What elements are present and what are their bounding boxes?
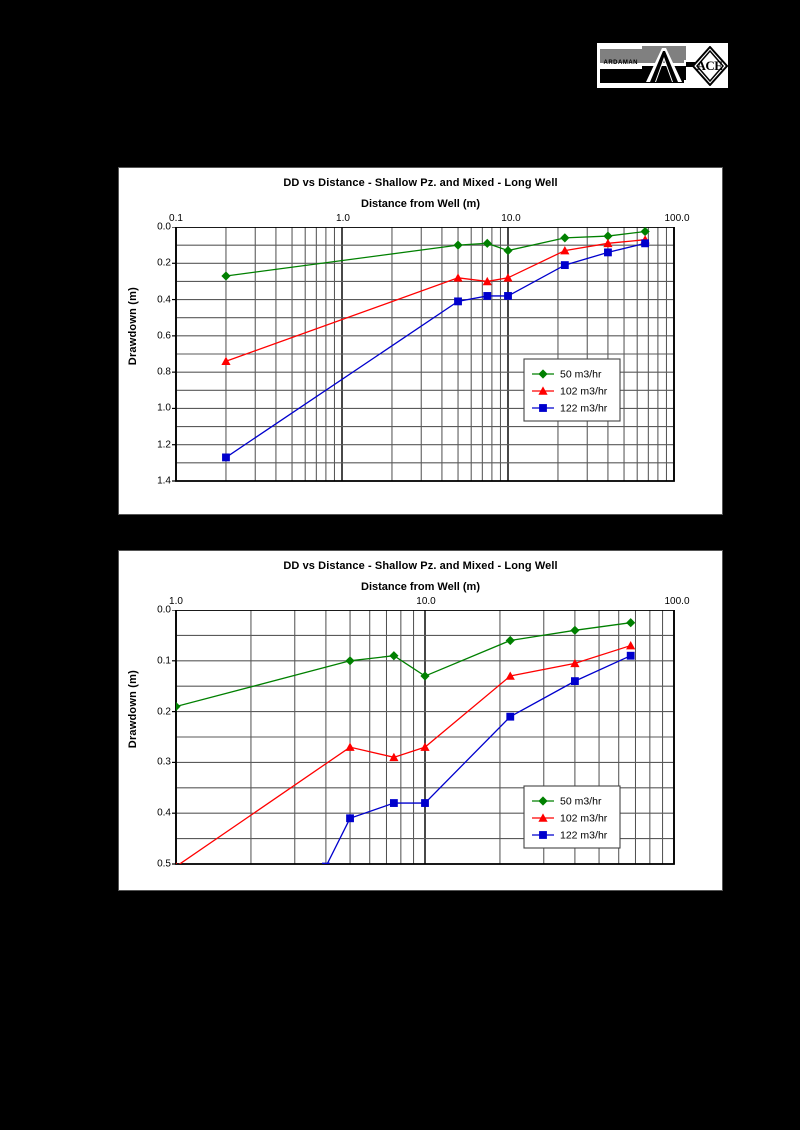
chart-1-ytick-5: 1.0 (157, 402, 171, 414)
chart-2-ytick-5: 0.5 (157, 858, 171, 870)
chart-2-xtick-0: 1.0 (169, 596, 183, 607)
chart-2-ytick-4: 0.4 (157, 807, 171, 819)
chart-1-yaxis-title: Drawdown (m) (127, 287, 139, 366)
chart-1-ytick-3: 0.6 (157, 330, 171, 342)
ace-diamond-icon: ACE (691, 45, 728, 86)
chart-2-plot-area: Drawdown (m) 0.0 0.1 0.2 0.3 0.4 0.5 50 … (119, 605, 724, 872)
chart-1-ytick-0: 0.0 (157, 221, 171, 233)
chart-2-plot-wrapper: 1.0 10.0 100.0 Drawdown (m) 0.0 0.1 0.2 … (119, 593, 724, 872)
chart-card-2: DD vs Distance - Shallow Pz. and Mixed -… (118, 550, 723, 891)
chart-1-xtick-3: 100.0 (664, 213, 690, 224)
chart-1-xtick-labels: 0.1 1.0 10.0 100.0 (119, 210, 724, 227)
chart-2-svg: 50 m3/hr 102 m3/hr 122 m3/hr (172, 610, 675, 865)
chart-2-title: DD vs Distance - Shallow Pz. and Mixed -… (283, 560, 558, 572)
chart-1-ytick-1: 0.2 (157, 257, 171, 269)
chart-1-plot-area: Drawdown (m) 0.0 0.2 0.4 0.6 0.8 1.0 1.2… (119, 222, 724, 489)
chart-2-ytick-1: 0.1 (157, 655, 171, 667)
chart-1-title: DD vs Distance - Shallow Pz. and Mixed -… (283, 177, 558, 189)
chart-1-plot-wrapper: 0.1 1.0 10.0 100.0 Drawdown (m) 0.0 0.2 … (119, 210, 724, 489)
chart-1-svg: 50 m3/hr 102 m3/hr 122 m3/hr (172, 227, 675, 482)
chart-2-xaxis-title: Distance from Well (m) (361, 581, 480, 593)
ace-label: ACE (696, 57, 723, 73)
chart-1-xaxis-title: Distance from Well (m) (361, 198, 480, 210)
chart-2-yaxis-title: Drawdown (m) (127, 670, 139, 749)
mountain-peak-icon (641, 45, 686, 82)
chart-1-ytick-2: 0.4 (157, 294, 171, 306)
chart-2-xtick-2: 100.0 (664, 596, 690, 607)
svg-text:50 m3/hr: 50 m3/hr (560, 796, 602, 808)
chart-2-ytick-2: 0.2 (157, 706, 171, 718)
svg-text:102 m3/hr: 102 m3/hr (560, 813, 608, 825)
chart-1-xtick-0: 0.1 (169, 213, 183, 224)
chart-1-ytick-7: 1.4 (157, 475, 171, 487)
svg-text:122 m3/hr: 122 m3/hr (560, 830, 608, 842)
ardaman-ace-logo: ARDAMAN ACE (596, 42, 729, 89)
chart-2-xtick-labels: 1.0 10.0 100.0 (119, 593, 724, 610)
svg-text:50 m3/hr: 50 m3/hr (560, 369, 602, 381)
chart-card-1: DD vs Distance - Shallow Pz. and Mixed -… (118, 167, 723, 515)
chart-2-ytick-3: 0.3 (157, 756, 171, 768)
chart-2-xtick-1: 10.0 (416, 596, 436, 607)
chart-2-ytick-0: 0.0 (157, 604, 171, 616)
chart-1-xtick-1: 1.0 (336, 213, 350, 224)
svg-text:122 m3/hr: 122 m3/hr (560, 403, 608, 415)
logo-company-name: ARDAMAN (603, 59, 638, 66)
chart-1-ytick-6: 1.2 (157, 439, 171, 451)
chart-1-xtick-2: 10.0 (501, 213, 521, 224)
chart-1-ytick-4: 0.8 (157, 366, 171, 378)
svg-text:102 m3/hr: 102 m3/hr (560, 386, 608, 398)
logo-separator-dash (685, 61, 695, 67)
